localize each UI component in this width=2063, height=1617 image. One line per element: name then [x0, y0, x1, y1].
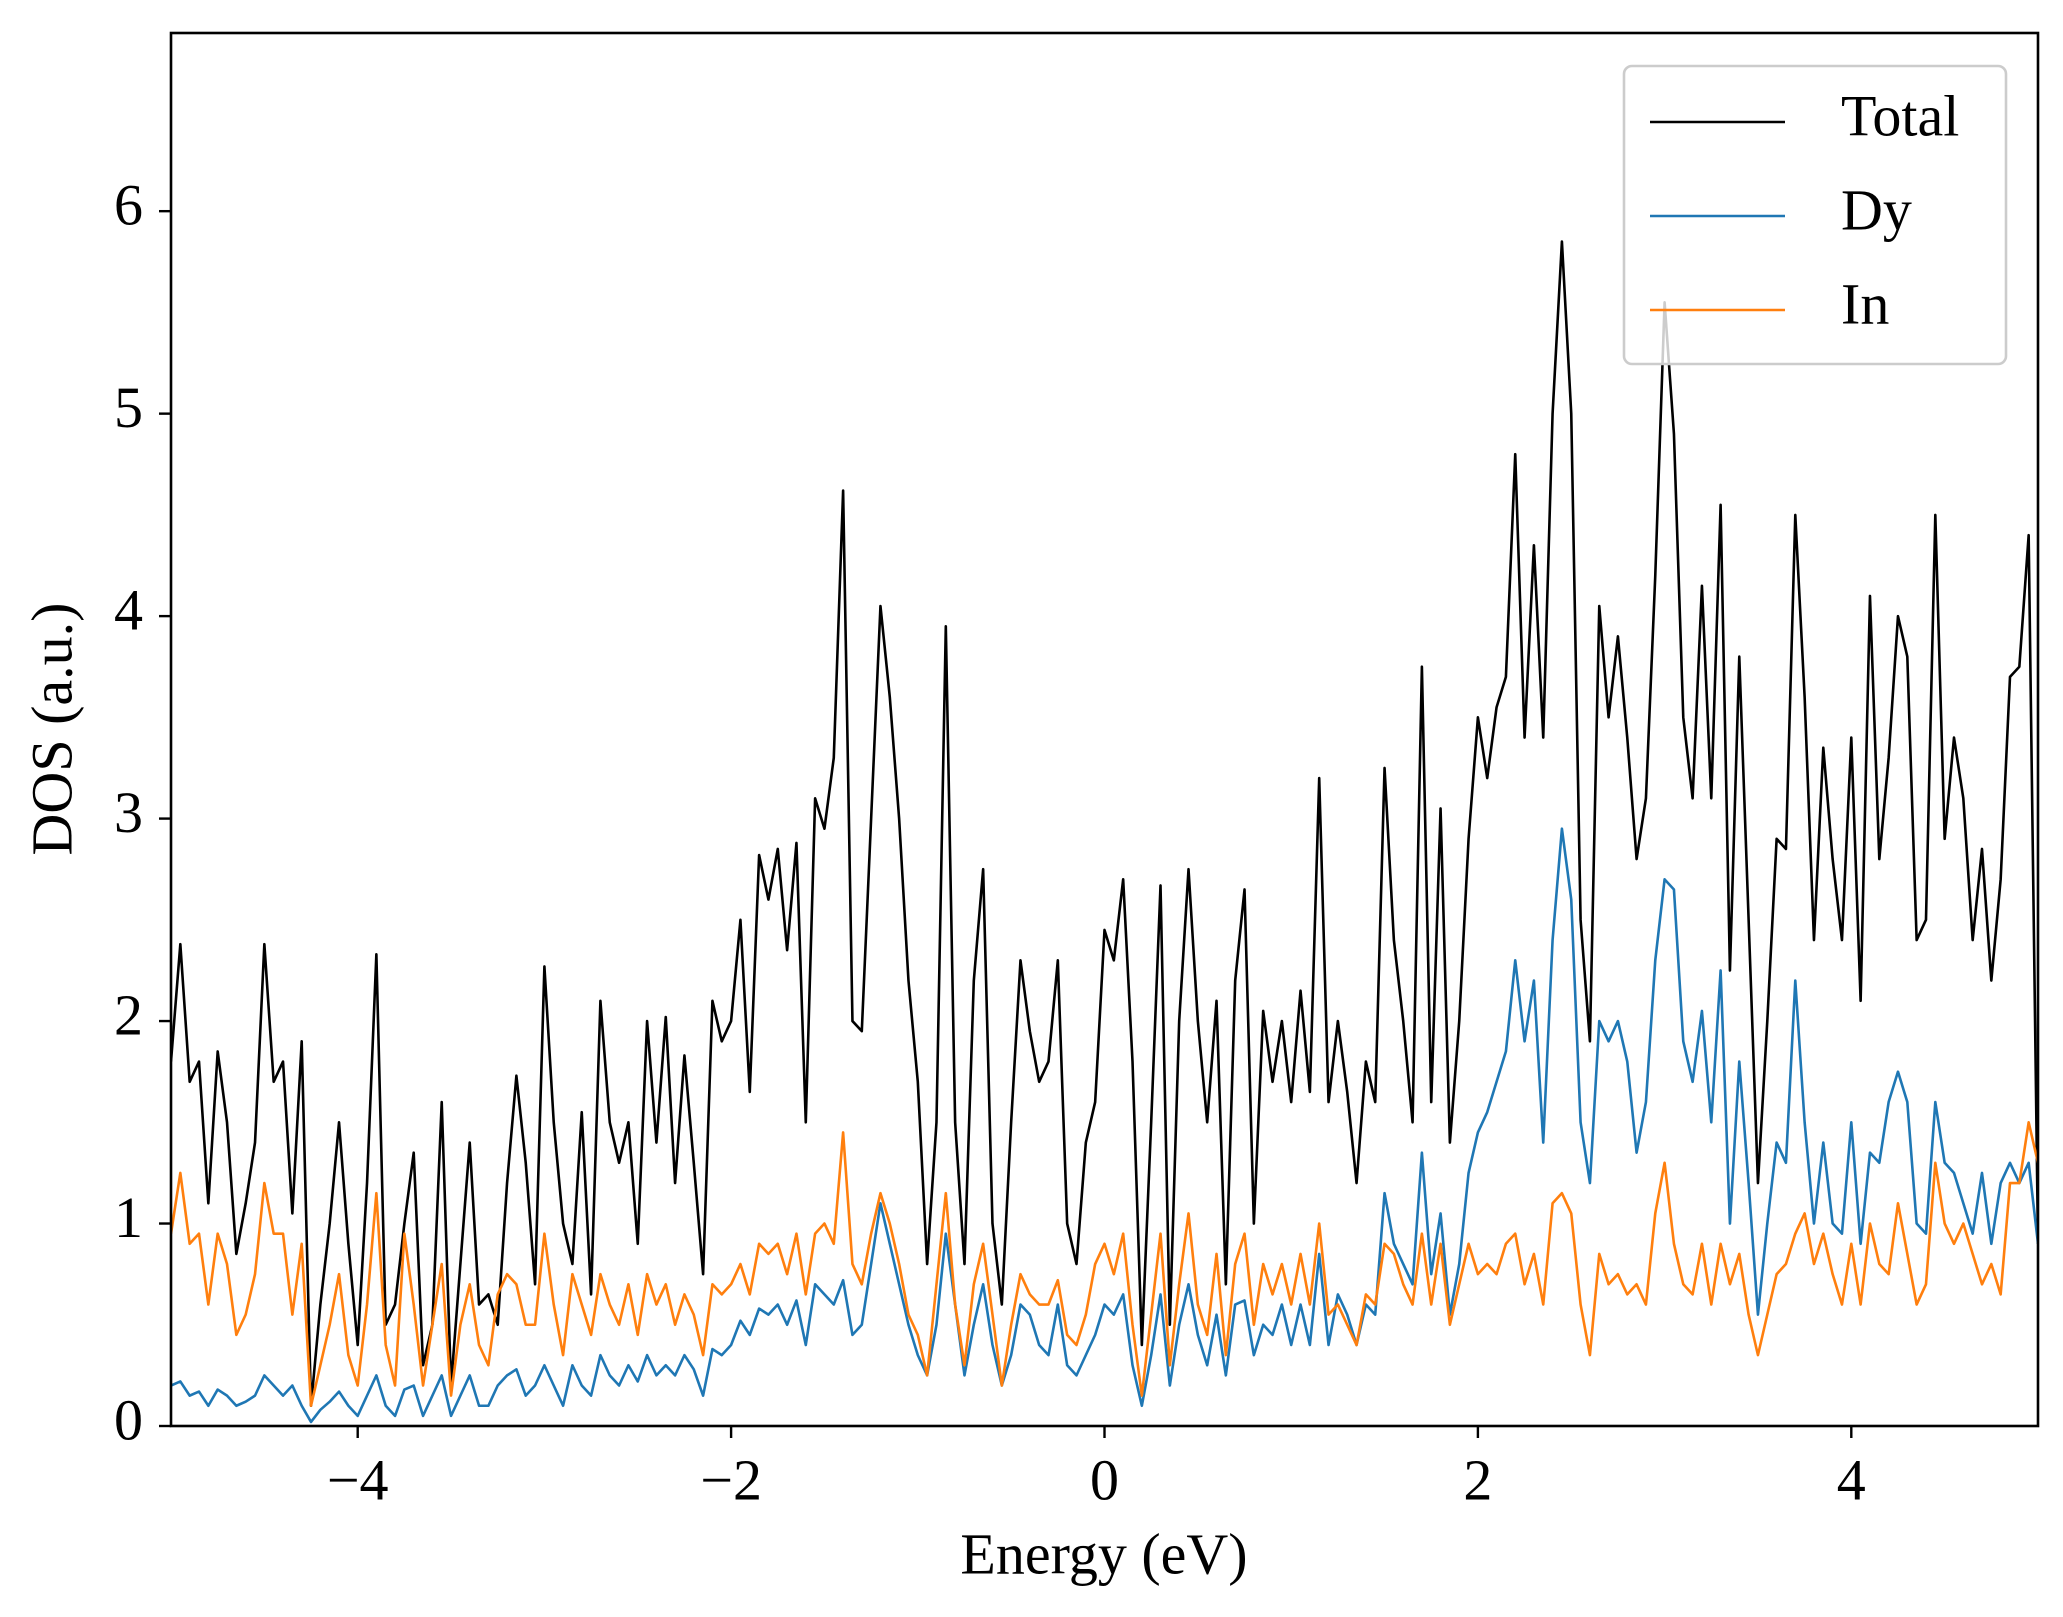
legend-label: Dy: [1841, 177, 1912, 242]
series-line: [171, 827, 2038, 1424]
series-line: [171, 1120, 2038, 1408]
x-tick-label: 2: [1463, 1447, 1492, 1512]
x-axis-label: Energy (eV): [960, 1521, 1247, 1586]
plot-area: [171, 240, 2038, 1424]
legend-label: In: [1841, 271, 1889, 336]
y-tick-label: 4: [114, 577, 143, 642]
x-tick-label: −4: [327, 1447, 389, 1512]
legend-box: [1622, 64, 2008, 366]
x-tick-label: 0: [1090, 1447, 1119, 1512]
y-tick-label: 5: [114, 375, 143, 440]
x-tick-label: 4: [1837, 1447, 1866, 1512]
y-tick-label: 6: [114, 172, 143, 237]
y-tick-label: 3: [114, 780, 143, 845]
y-tick-label: 0: [114, 1387, 143, 1452]
legend-label: Total: [1841, 83, 1959, 148]
y-axis-label: DOS (a.u.): [19, 603, 84, 856]
y-tick-label: 2: [114, 982, 143, 1047]
series-line: [171, 240, 2038, 1408]
y-tick-label: 1: [114, 1185, 143, 1250]
x-tick-label: −2: [700, 1447, 762, 1512]
